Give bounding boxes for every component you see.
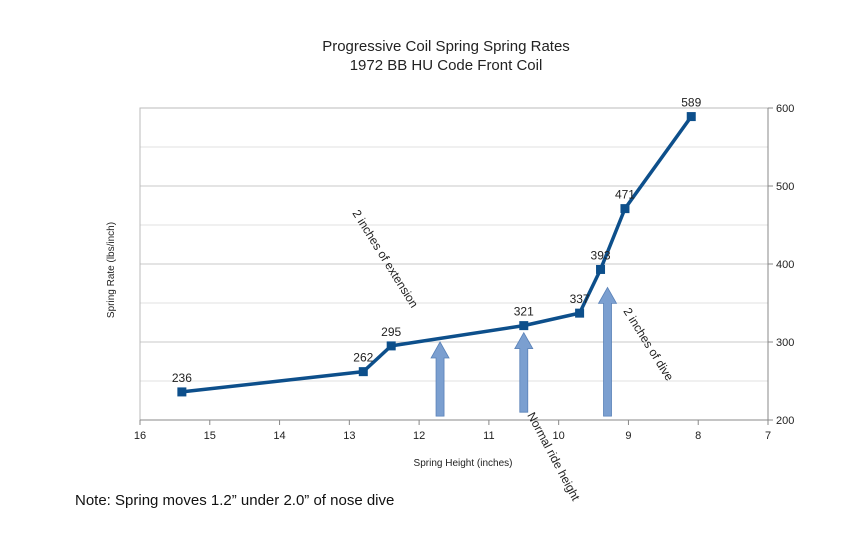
y-tick-label: 400	[776, 259, 794, 271]
data-point	[519, 321, 529, 331]
x-tick-label: 11	[483, 430, 494, 442]
note-text: Note: Spring moves 1.2” under 2.0” of no…	[75, 492, 395, 509]
x-tick-label: 8	[695, 430, 701, 442]
data-label: 337	[570, 292, 590, 306]
series-line	[181, 115, 693, 394]
x-tick-label: 13	[343, 430, 355, 442]
y-tick-label: 600	[776, 103, 794, 115]
x-tick-label: 16	[134, 430, 146, 442]
data-label: 236	[172, 371, 192, 385]
arrow-up-icon	[430, 341, 450, 417]
data-label: 471	[615, 188, 635, 202]
annotation-extension: 2 inches of extension	[349, 207, 421, 310]
x-axis-label: Spring Height (inches)	[414, 458, 513, 469]
data-point	[596, 264, 606, 274]
data-label: 589	[681, 96, 701, 110]
x-tick-label: 15	[204, 430, 216, 442]
annotation-dive: 2 inches of dive	[620, 305, 676, 383]
y-tick-label: 500	[776, 181, 794, 193]
data-label: 393	[591, 248, 611, 262]
x-tick-label: 12	[413, 430, 425, 442]
y-tick-label: 200	[776, 415, 794, 427]
chart-title: Progressive Coil Spring Spring Rates	[322, 38, 570, 55]
x-tick-label: 7	[765, 430, 771, 442]
data-point	[177, 387, 187, 397]
y-tick-label: 300	[776, 337, 794, 349]
data-label: 295	[381, 325, 401, 339]
y-axis-label: Spring Rate (lbs/inch)	[106, 222, 117, 318]
data-point	[358, 367, 368, 377]
data-label: 262	[353, 351, 373, 365]
arrow-up-icon	[514, 331, 534, 413]
data-point	[575, 308, 585, 318]
chart-subtitle: 1972 BB HU Code Front Coil	[350, 57, 543, 74]
data-point	[620, 204, 630, 214]
data-point	[686, 112, 696, 122]
data-point	[386, 341, 396, 351]
data-label: 321	[514, 305, 534, 319]
x-tick-label: 10	[553, 430, 565, 442]
annotation-ride-height: Normal ride height	[524, 410, 583, 504]
x-tick-label: 14	[273, 430, 285, 442]
x-tick-label: 9	[625, 430, 631, 442]
arrow-up-icon	[597, 286, 618, 417]
